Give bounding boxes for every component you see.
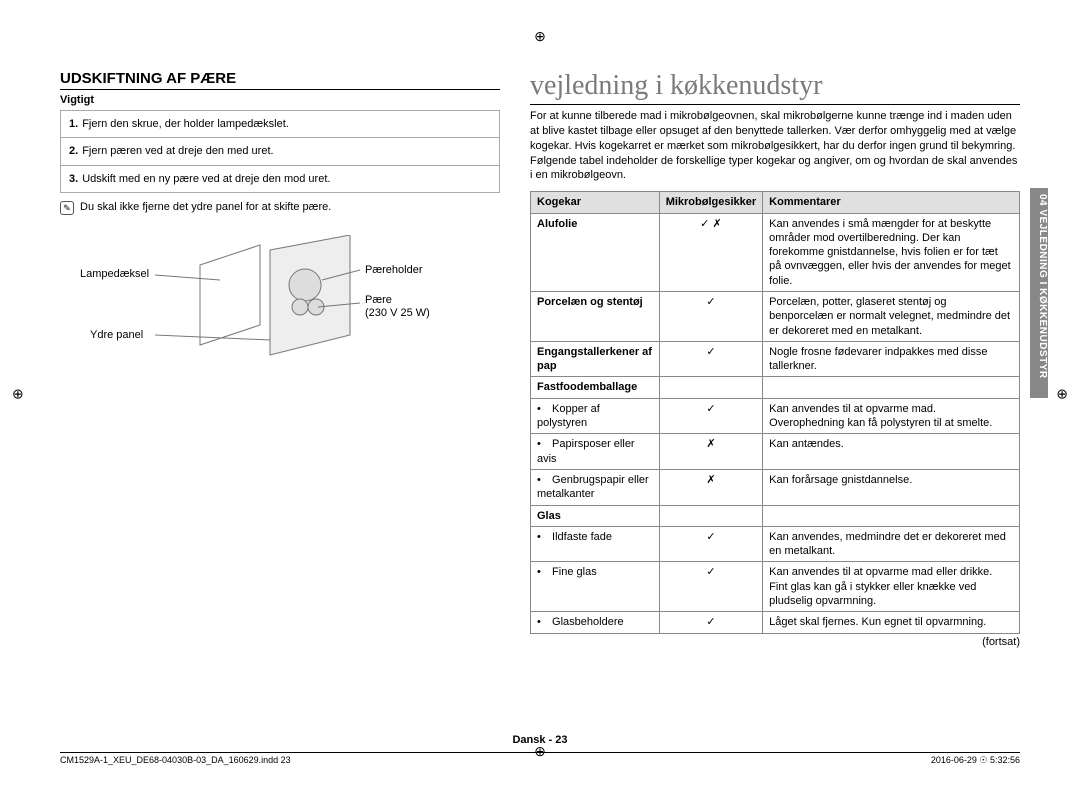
table-cell-comment: Kan forårsage gnistdannelse. bbox=[763, 469, 1020, 505]
bulb-diagram: Lampedæksel Ydre panel Pæreholder Pære (… bbox=[60, 235, 500, 395]
table-cell-safe: ✗ bbox=[659, 469, 762, 505]
table-cell-comment: Kan anvendes, medmindre det er dekoreret… bbox=[763, 526, 1020, 562]
label-lampedaeksel: Lampedæksel bbox=[80, 268, 149, 280]
step-item: 1.Fjern den skrue, der holder lampedæksl… bbox=[60, 110, 500, 138]
page-footer: Dansk - 23 bbox=[0, 734, 1080, 746]
step-item: 2.Fjern pæren ved at dreje den med uret. bbox=[60, 138, 500, 165]
step-text: Udskift med en ny pære ved at dreje den … bbox=[82, 173, 330, 185]
table-cell-safe: ✓ bbox=[659, 398, 762, 434]
footer-file: CM1529A-1_XEU_DE68-04030B-03_DA_160629.i… bbox=[60, 755, 291, 766]
step-item: 3.Udskift med en ny pære ved at dreje de… bbox=[60, 166, 500, 193]
table-cell-comment: Porcelæn, potter, glaseret stentøj og be… bbox=[763, 292, 1020, 342]
steps-list: 1.Fjern den skrue, der holder lampedæksl… bbox=[60, 110, 500, 193]
table-cell-kogekar: Fastfoodemballage bbox=[531, 377, 660, 398]
table-cell-kogekar: • Papirsposer eller avis bbox=[531, 434, 660, 470]
note-block: ✎ Du skal ikke fjerne det ydre panel for… bbox=[60, 201, 500, 215]
continued-label: (fortsat) bbox=[530, 636, 1020, 648]
right-column: vejledning i køkkenudstyr For at kunne t… bbox=[530, 70, 1020, 648]
note-icon: ✎ bbox=[60, 201, 74, 215]
side-tab: 04 VEJLEDNING I KØKKENUDSTYR bbox=[1030, 188, 1048, 398]
table-cell-safe: ✓ ✗ bbox=[659, 213, 762, 291]
table-cell-comment: Kan anvendes til at opvarme mad eller dr… bbox=[763, 562, 1020, 612]
sub-heading: Vigtigt bbox=[60, 94, 500, 106]
note-text: Du skal ikke fjerne det ydre panel for a… bbox=[80, 201, 331, 213]
label-ydre-panel: Ydre panel bbox=[90, 329, 143, 341]
table-cell-safe bbox=[659, 377, 762, 398]
table-cell-safe: ✓ bbox=[659, 526, 762, 562]
divider bbox=[530, 104, 1020, 105]
table-cell-kogekar: • Fine glas bbox=[531, 562, 660, 612]
table-cell-comment: Nogle frosne fødevarer indpakkes med dis… bbox=[763, 341, 1020, 377]
divider bbox=[60, 89, 500, 90]
table-cell-kogekar: • Glasbeholdere bbox=[531, 612, 660, 633]
table-cell-kogekar: Glas bbox=[531, 505, 660, 526]
crop-mark-left: ⊕ bbox=[12, 386, 24, 403]
table-cell-comment: Låget skal fjernes. Kun egnet til opvarm… bbox=[763, 612, 1020, 633]
section-heading: UDSKIFTNING AF PÆRE bbox=[60, 70, 500, 87]
footer-stamp: 2016-06-29 ☉ 5:32:56 bbox=[931, 755, 1020, 766]
table-cell-kogekar: Alufolie bbox=[531, 213, 660, 291]
label-paere-sub: (230 V 25 W) bbox=[365, 307, 430, 319]
table-cell-comment bbox=[763, 377, 1020, 398]
table-cell-safe: ✓ bbox=[659, 562, 762, 612]
th-mikro: Mikrobølgesikker bbox=[659, 192, 762, 213]
label-paereholder: Pæreholder bbox=[365, 264, 423, 276]
table-cell-safe: ✓ bbox=[659, 612, 762, 633]
cookware-table: Kogekar Mikrobølgesikker Kommentarer Alu… bbox=[530, 191, 1020, 633]
left-column: UDSKIFTNING AF PÆRE Vigtigt 1.Fjern den … bbox=[60, 70, 500, 648]
step-text: Fjern den skrue, der holder lampedækslet… bbox=[82, 118, 289, 130]
table-cell-kogekar: • Kopper af polystyren bbox=[531, 398, 660, 434]
table-cell-comment bbox=[763, 505, 1020, 526]
th-komment: Kommentarer bbox=[763, 192, 1020, 213]
table-cell-comment: Kan anvendes i små mængder for at beskyt… bbox=[763, 213, 1020, 291]
table-cell-safe bbox=[659, 505, 762, 526]
table-cell-safe: ✗ bbox=[659, 434, 762, 470]
crop-mark-right: ⊕ bbox=[1056, 386, 1068, 403]
table-cell-kogekar: Porcelæn og stentøj bbox=[531, 292, 660, 342]
file-footer: CM1529A-1_XEU_DE68-04030B-03_DA_160629.i… bbox=[60, 752, 1020, 766]
table-cell-kogekar: • Ildfaste fade bbox=[531, 526, 660, 562]
th-kogekar: Kogekar bbox=[531, 192, 660, 213]
step-text: Fjern pæren ved at dreje den med uret. bbox=[82, 145, 273, 157]
table-cell-kogekar: Engangstallerkener af pap bbox=[531, 341, 660, 377]
table-cell-kogekar: • Genbrugspapir eller metalkanter bbox=[531, 469, 660, 505]
intro-paragraph: For at kunne tilberede mad i mikrobølgeo… bbox=[530, 109, 1020, 183]
chapter-title: vejledning i køkkenudstyr bbox=[530, 70, 1020, 102]
table-cell-safe: ✓ bbox=[659, 292, 762, 342]
table-cell-safe: ✓ bbox=[659, 341, 762, 377]
table-cell-comment: Kan antændes. bbox=[763, 434, 1020, 470]
crop-mark-top: ⊕ bbox=[534, 28, 546, 45]
table-cell-comment: Kan anvendes til at opvarme mad. Overoph… bbox=[763, 398, 1020, 434]
label-paere: Pære bbox=[365, 294, 392, 306]
